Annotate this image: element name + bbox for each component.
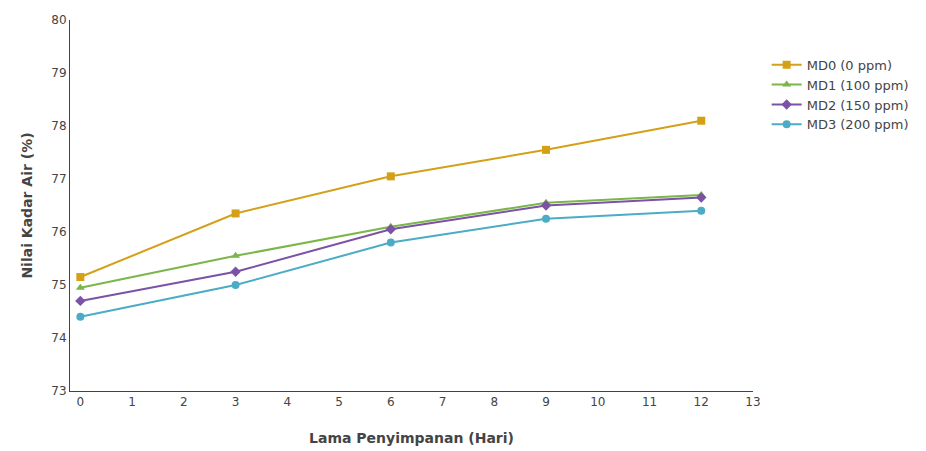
svg-text:MD3 (200 ppm): MD3 (200 ppm) xyxy=(807,117,909,132)
svg-text:MD1 (100 ppm): MD1 (100 ppm) xyxy=(807,78,909,93)
svg-text:5: 5 xyxy=(335,395,343,409)
svg-text:75: 75 xyxy=(51,278,66,292)
svg-text:7: 7 xyxy=(439,395,447,409)
svg-text:Nilai Kadar Air (%): Nilai Kadar Air (%) xyxy=(19,132,35,278)
svg-text:6: 6 xyxy=(387,395,395,409)
svg-text:13: 13 xyxy=(745,395,760,409)
svg-text:73: 73 xyxy=(51,384,66,398)
svg-text:2: 2 xyxy=(180,395,188,409)
svg-text:77: 77 xyxy=(51,172,66,186)
svg-text:8: 8 xyxy=(490,395,498,409)
svg-text:1: 1 xyxy=(128,395,136,409)
svg-text:12: 12 xyxy=(694,395,709,409)
svg-text:10: 10 xyxy=(590,395,605,409)
svg-text:0: 0 xyxy=(77,395,85,409)
svg-text:74: 74 xyxy=(51,331,66,345)
svg-text:9: 9 xyxy=(542,395,550,409)
svg-text:76: 76 xyxy=(51,225,66,239)
svg-text:3: 3 xyxy=(232,395,240,409)
svg-text:79: 79 xyxy=(51,66,66,80)
svg-text:MD2 (150 ppm): MD2 (150 ppm) xyxy=(807,98,909,113)
svg-text:4: 4 xyxy=(283,395,291,409)
svg-text:Lama Penyimpanan (Hari): Lama Penyimpanan (Hari) xyxy=(309,430,514,446)
svg-text:11: 11 xyxy=(642,395,657,409)
svg-text:MD0 (0 ppm): MD0 (0 ppm) xyxy=(807,58,892,73)
svg-text:78: 78 xyxy=(51,119,66,133)
svg-text:80: 80 xyxy=(51,13,66,27)
